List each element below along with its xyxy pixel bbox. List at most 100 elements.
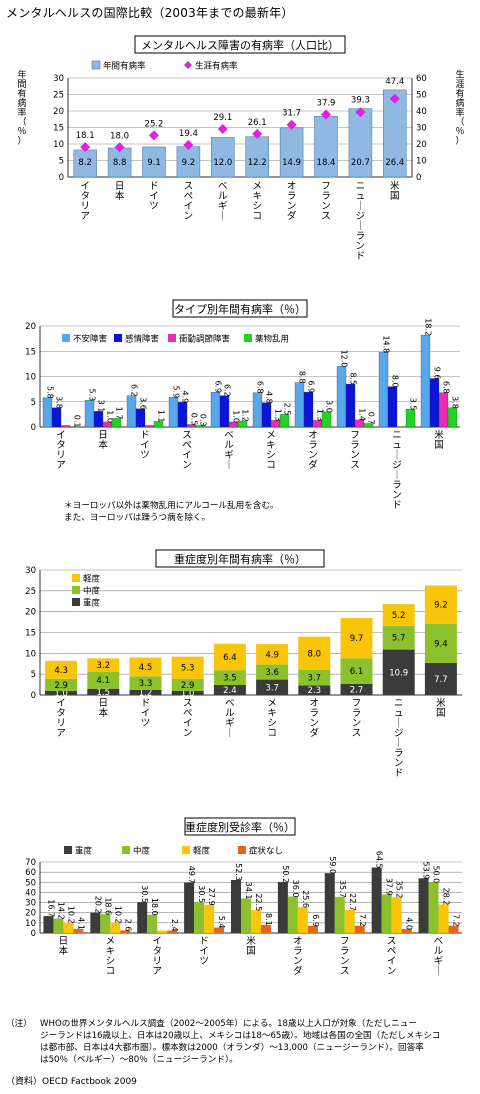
severity-segment (87, 688, 120, 695)
bar-value-label: 6.8 (442, 381, 451, 394)
legend-label: 重度 (75, 846, 93, 857)
footnote-line: また、ヨーロッパは躁うつ病を除く。 (64, 513, 211, 523)
treatment-bar (73, 928, 84, 933)
x-tick-label: メキシコ (267, 698, 277, 739)
x-tick-label: メキシコ (106, 936, 116, 977)
type-bar (447, 407, 458, 428)
notes-line: WHOの世界メンタルヘルス調査（2002～2005年）による。18歳以上人口が対… (40, 1019, 417, 1029)
x-tick-label: ドイツ (140, 430, 150, 461)
x-tick-label: フランス (340, 936, 350, 977)
lifetime-value-label: 26.1 (248, 118, 267, 128)
bar-value-label: 64.5 (375, 851, 384, 869)
bar-value-label: 20.7 (351, 158, 370, 168)
treatment-bar (231, 879, 241, 933)
x-tick-label: フランス (350, 430, 360, 471)
lifetime-marker (80, 142, 91, 153)
bar-value-label: 4.9 (181, 391, 190, 404)
legend-swatch (114, 334, 122, 342)
segment-value-label: 3.7 (308, 674, 322, 684)
treatment-bar (334, 896, 345, 933)
legend-swatch (182, 846, 190, 854)
bar-value-label: 3.1 (97, 400, 106, 413)
bar-value-label: 1.2 (241, 409, 250, 422)
treatment-bar (63, 922, 74, 933)
bar-value-label: 0.5 (190, 413, 199, 426)
type-bar (345, 383, 356, 428)
lifetime-marker (355, 107, 366, 118)
bar-value-label: 4.1 (76, 917, 85, 930)
legend-label: 感情障害 (125, 334, 159, 345)
type-bar (51, 407, 62, 428)
treatment-bar (438, 904, 449, 933)
lifetime-marker (286, 119, 297, 130)
y2-tick-label: 20 (416, 140, 427, 150)
y-tick-label: 40 (25, 888, 36, 898)
legend-label: 重度 (83, 598, 101, 609)
bar-value-label: 3.8 (451, 396, 460, 409)
type-bar (168, 397, 179, 428)
severity-segment (171, 690, 204, 695)
y2-tick-label: 50 (416, 91, 427, 101)
notes-line: ジーランドは16歳以上、日本は20歳以上、メキシコは18～65歳）。地域は各国の… (40, 1031, 441, 1041)
chart-title-box (134, 35, 346, 54)
y2-axis-label: 生涯有病率（％） (455, 68, 464, 146)
severity-segment (129, 690, 162, 695)
bar-value-label: 8.1 (264, 913, 273, 926)
treatment-bar (401, 928, 412, 933)
y-tick-label: 5 (31, 398, 36, 408)
lifetime-marker (252, 128, 263, 139)
chart-title: 重症度別年間有病率（％） (174, 552, 306, 566)
page-title: メンタルヘルスの国際比較（2003年までの最新年） (6, 6, 294, 20)
x-tick-label: 日本 (115, 181, 125, 202)
segment-value-label: 7.7 (434, 675, 448, 685)
chart-title: 重症度別受診率（％） (185, 820, 295, 834)
x-tick-label: イタリア (152, 936, 162, 977)
segment-value-label: 5.3 (181, 664, 195, 674)
type-bar (420, 334, 431, 428)
y-tick-label: 20 (25, 909, 36, 919)
bar-value-label: 8.2 (78, 158, 92, 168)
type-bar (303, 392, 314, 428)
treatment-bar (354, 925, 365, 933)
notes-line: は都市部、日本は4大都市圏）。標本数は2000（オランダ）～13,000（ニュー… (40, 1043, 424, 1053)
y-tick-label: 30 (25, 899, 36, 909)
segment-value-label: 8.0 (308, 649, 322, 659)
bar-value-label: 49.7 (187, 866, 196, 884)
segment-value-label: 1.0 (54, 689, 68, 699)
type-bar (321, 411, 332, 428)
bar-value-label: 26.4 (385, 158, 404, 168)
bar-value-label: 16.7 (46, 899, 55, 917)
bar-value-label: 34.1 (244, 882, 253, 900)
treatment-bar (418, 878, 429, 933)
segment-value-label: 1.2 (139, 689, 153, 699)
y-tick-label: 10 (25, 649, 36, 659)
treatment-bar (43, 916, 54, 933)
y-tick-label: 0 (31, 691, 36, 701)
treatment-bar (428, 882, 439, 933)
bar-value-label: 4.0 (405, 917, 414, 930)
severity-segment (298, 636, 331, 670)
treatment-bar (448, 925, 459, 933)
type-bar (438, 392, 449, 428)
bar-value-label: 52.3 (234, 863, 243, 881)
legend-label: 年間有病率 (103, 61, 146, 72)
y-tick-label: 10 (25, 373, 36, 383)
bar-value-label: 9.1 (147, 158, 161, 168)
y-tick-label: 0 (31, 423, 36, 433)
segment-value-label: 3.6 (265, 668, 279, 678)
severity-segment (213, 670, 246, 685)
lifetime-value-label: 18.1 (76, 131, 95, 141)
y2-tick-label: 30 (416, 124, 427, 134)
bar-value-label: 3.5 (409, 398, 418, 411)
x-tick-label: フランス (352, 698, 362, 739)
bar-value-label: 25.6 (301, 890, 310, 908)
y2-tick-label: 0 (416, 173, 421, 183)
treatment-bar (194, 902, 205, 933)
severity-segment (340, 617, 373, 659)
severity-segment (340, 683, 373, 695)
legend-label: 生涯有病率 (195, 61, 238, 72)
bar-value-label: 30.5 (140, 885, 149, 903)
type-bar (219, 395, 230, 428)
